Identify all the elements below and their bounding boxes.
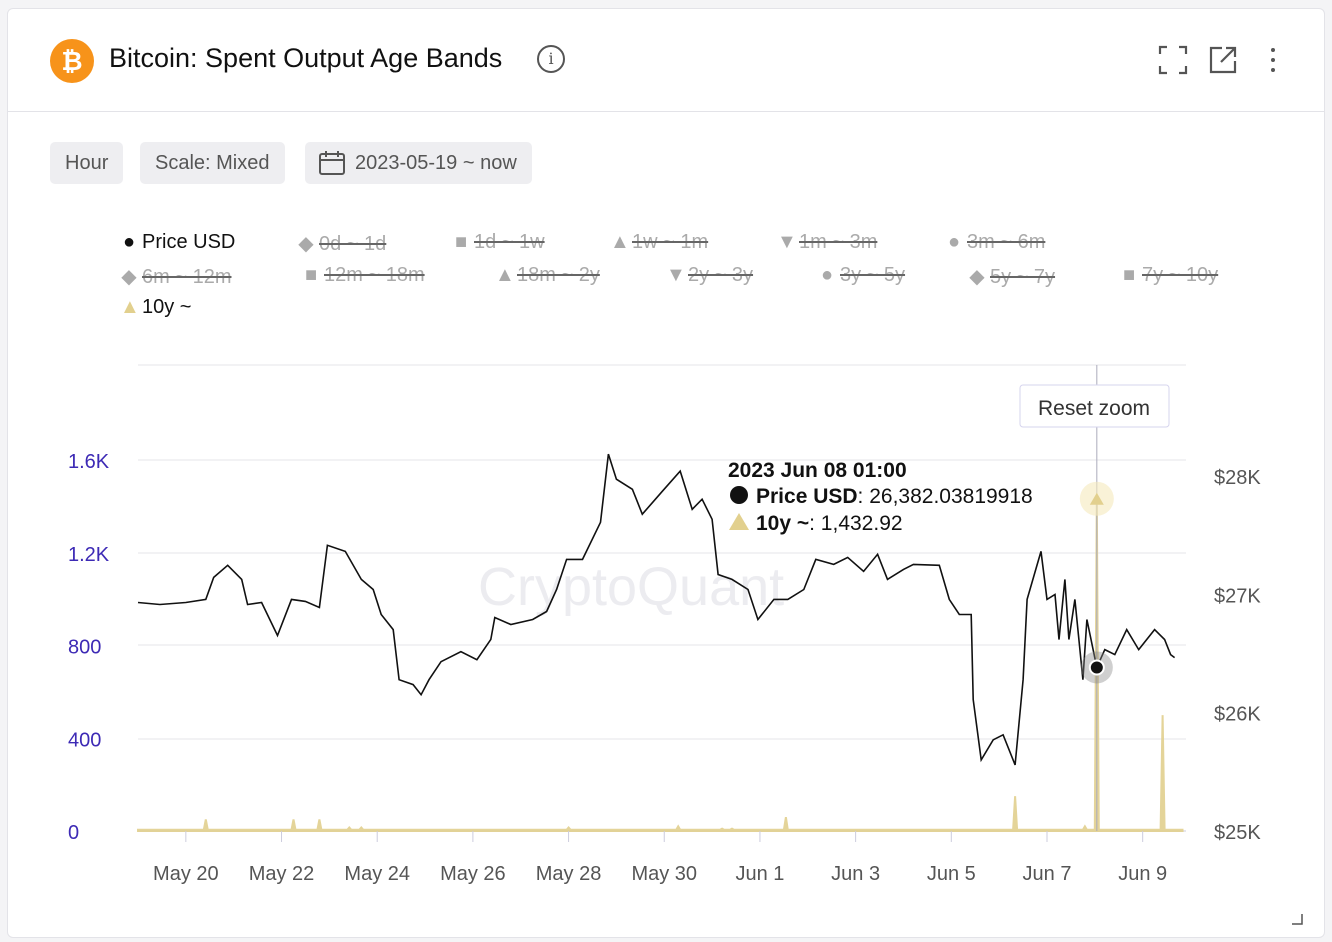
y-left-tick-label: 800 [68,637,101,659]
legend-label: 6m ~ 12m [142,266,232,288]
legend-item[interactable]: ◆ 6m ~ 12m [120,264,231,289]
legend-marker-icon: ● [122,231,136,253]
legend-item[interactable]: ▲ 10y ~ [120,296,191,319]
y-left-tick-label: 0 [68,822,79,844]
legend-label: 2y ~ 3y [688,264,754,286]
x-tick-label: May 30 [631,863,697,885]
legend-label: 5y ~ 7y [990,266,1056,288]
y-right-tick-label: $26K [1214,704,1261,726]
legend-label: 0d ~ 1d [319,233,387,255]
scale-button[interactable]: Scale: Mixed [140,142,285,184]
watermark: CryptoQuant [478,557,784,617]
legend-marker-icon: ▲ [610,231,630,253]
legend-label: 3y ~ 5y [840,264,906,286]
x-tick-label: May 26 [440,863,506,885]
legend-item[interactable]: ▼ 1m ~ 3m [777,231,877,254]
legend-label: 7y ~ 10y [1142,264,1219,286]
y-right-tick-label: $28K [1214,467,1261,489]
y-right-tick-label: $25K [1214,822,1261,844]
legend-marker-icon: ◆ [121,266,137,288]
info-icon[interactable]: i [537,45,565,73]
x-tick-label: May 20 [153,863,219,885]
y-left-tick-label: 1.2K [68,544,110,566]
legend-item[interactable]: ■ 7y ~ 10y [1120,264,1218,287]
tooltip-price-marker-icon [730,486,748,504]
resize-handle-icon[interactable] [1292,914,1303,925]
y-left-tick-label: 1.6K [68,451,110,473]
legend-item[interactable]: ▲ 18m ~ 2y [495,264,600,287]
legend-marker-icon: ▲ [495,264,515,286]
band-hover-point [1089,492,1104,505]
chart-title: Bitcoin: Spent Output Age Bands [109,43,503,73]
legend-marker-icon: ◆ [298,233,314,255]
series-price-line [137,453,1176,766]
legend-marker-icon: ■ [454,231,468,253]
x-tick-label: Jun 3 [831,863,880,885]
legend-label: 10y ~ [142,296,192,318]
tooltip-date: 2023 Jun 08 01:00 [728,459,907,482]
svg-text:Price USD: 26,382.03819918: Price USD: 26,382.03819918 [756,485,1033,508]
legend-label: 12m ~ 18m [324,264,425,286]
y-right-tick-label: $27K [1214,585,1261,607]
legend-label: 18m ~ 2y [517,264,600,286]
legend-item[interactable]: ◆ 0d ~ 1d [297,231,386,256]
date-range-button[interactable]: 2023-05-19 ~ now [305,142,532,184]
interval-button[interactable]: Hour [50,142,124,184]
chart-card: ₿ Bitcoin: Spent Output Age Bands i Hour… [7,8,1325,938]
open-external-icon[interactable] [1208,45,1238,75]
reset-zoom-button[interactable]: Reset zoom [1019,384,1170,428]
legend-marker-icon: ● [820,264,834,286]
y-left-tick-label: 400 [68,729,101,751]
reset-zoom-label: Reset zoom [1038,397,1150,420]
tooltip-price-label: Price USD [756,485,858,508]
bitcoin-logo-icon: ₿ [50,39,94,83]
tooltip-band-value: : 1,432.92 [809,512,902,535]
legend-item[interactable]: ● 3m ~ 6m [945,231,1045,254]
x-tick-label: Jun 5 [927,863,976,885]
legend-item[interactable]: ● 3y ~ 5y [818,264,905,287]
x-tick-label: Jun 7 [1023,863,1072,885]
legend-marker-icon: ◆ [969,266,985,288]
legend-marker-icon: ■ [304,264,318,286]
x-tick-label: Jun 1 [735,863,784,885]
legend-label: 1m ~ 3m [799,231,878,253]
x-tick-label: May 22 [249,863,315,885]
x-tick-label: May 28 [536,863,602,885]
legend-label: 3m ~ 6m [967,231,1046,253]
x-tick-label: May 24 [344,863,410,885]
tooltip: 2023 Jun 08 01:00 Price USD: 26,382.0381… [728,459,1033,535]
series-10y-area [137,498,1184,832]
fullscreen-icon[interactable] [1158,45,1188,75]
legend-marker-icon: ▼ [666,264,686,286]
legend-marker-icon: ▲ [120,296,140,318]
legend-item[interactable]: ◆ 5y ~ 7y [968,264,1055,289]
legend-label: 1w ~ 1m [632,231,709,253]
more-options-icon[interactable] [1258,45,1288,75]
calendar-icon [319,151,345,175]
legend-item[interactable]: ■ 1d ~ 1w [452,231,545,254]
card-header: ₿ Bitcoin: Spent Output Age Bands i [8,9,1324,112]
price-hover-point [1088,659,1105,676]
legend-item[interactable]: ▲ 1w ~ 1m [610,231,708,254]
legend-marker-icon: ■ [1122,264,1136,286]
date-range-label: 2023-05-19 ~ now [355,152,517,174]
legend-item[interactable]: ● Price USD [120,231,235,254]
svg-text:10y ~: 1,432.92: 10y ~: 1,432.92 [756,512,903,535]
x-tick-label: Jun 9 [1118,863,1167,885]
legend-item[interactable]: ■ 12m ~ 18m [302,264,425,287]
legend-item[interactable]: ▼ 2y ~ 3y [666,264,753,287]
legend-label: 1d ~ 1w [474,231,545,253]
legend-marker-icon: ● [947,231,961,253]
legend-label: Price USD [142,231,236,253]
legend-marker-icon: ▼ [777,231,797,253]
tooltip-band-marker-icon [729,513,749,530]
tooltip-price-value: : 26,382.03819918 [858,485,1033,508]
tooltip-band-label: 10y ~ [756,512,809,535]
